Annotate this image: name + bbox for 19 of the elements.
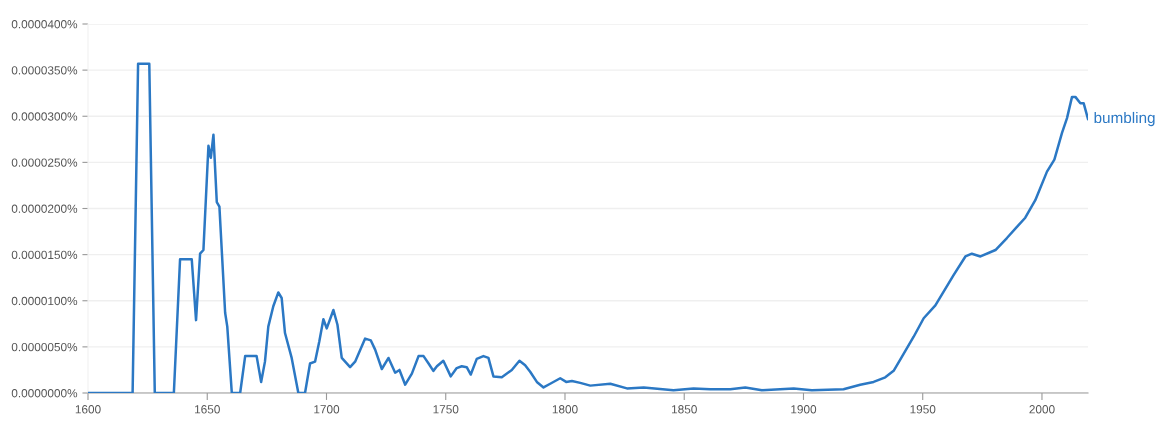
- x-tick-label: 1950: [910, 405, 936, 414]
- x-tick-label: 2000: [1029, 405, 1055, 414]
- x-tick-label: 1850: [672, 405, 697, 414]
- y-tick-label: 0.0000000%: [11, 389, 78, 398]
- y-tick-label: 0.0000150%: [11, 250, 78, 260]
- y-tick-label: 0.0000050%: [11, 342, 78, 352]
- y-tick-label: 0.0000200%: [11, 204, 78, 213]
- series-label: bumbling: [1094, 111, 1155, 127]
- x-tick-label: 1600: [75, 405, 101, 414]
- x-tick-label: 1650: [195, 405, 220, 414]
- x-tick-label: 1900: [791, 405, 817, 414]
- y-tick-label: 0.0000250%: [11, 158, 78, 167]
- y-tick-label: 0.0000350%: [11, 66, 78, 75]
- x-tick-label: 1800: [552, 405, 578, 414]
- y-tick-label: 0.0000100%: [11, 296, 78, 306]
- y-tick-label: 0.0000300%: [11, 112, 78, 121]
- y-tick-label: 0.0000400%: [11, 20, 78, 29]
- x-tick-label: 1700: [314, 405, 340, 414]
- x-tick-label: 1750: [433, 405, 459, 414]
